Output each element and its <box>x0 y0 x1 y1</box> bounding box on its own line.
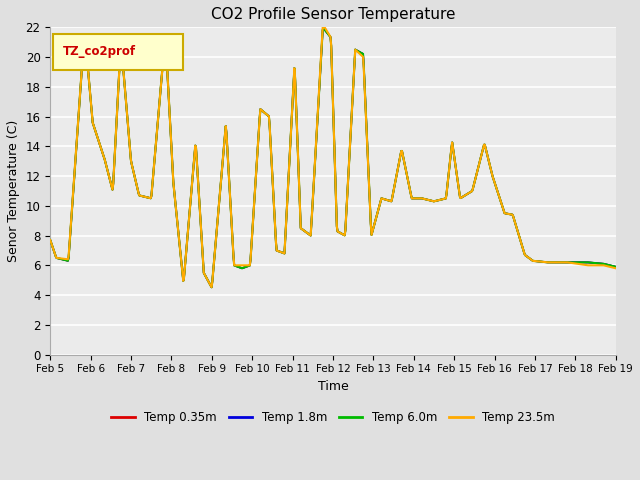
Title: CO2 Profile Sensor Temperature: CO2 Profile Sensor Temperature <box>211 7 455 22</box>
X-axis label: Time: Time <box>317 380 348 393</box>
Text: TZ_co2prof: TZ_co2prof <box>63 45 136 58</box>
Y-axis label: Senor Temperature (C): Senor Temperature (C) <box>7 120 20 262</box>
FancyBboxPatch shape <box>53 34 183 70</box>
Legend: Temp 0.35m, Temp 1.8m, Temp 6.0m, Temp 23.5m: Temp 0.35m, Temp 1.8m, Temp 6.0m, Temp 2… <box>106 406 559 429</box>
